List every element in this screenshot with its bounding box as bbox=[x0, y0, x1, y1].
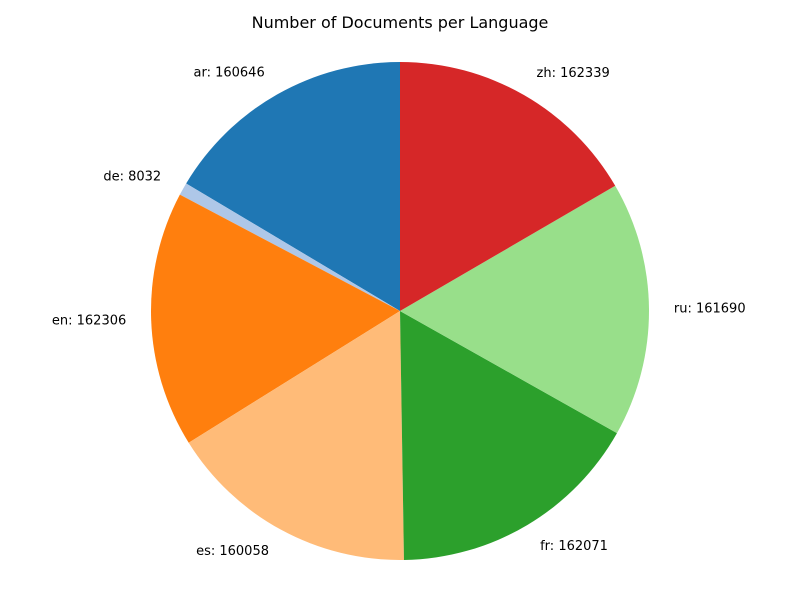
pie-slice-ar bbox=[186, 62, 400, 311]
pie-slice-de bbox=[179, 183, 400, 311]
slice-label-es: es: 160058 bbox=[196, 544, 269, 559]
pie-slice-en bbox=[151, 194, 400, 443]
pie-slice-zh bbox=[400, 62, 616, 311]
slice-label-fr: fr: 162071 bbox=[540, 539, 608, 554]
pie-slice-fr bbox=[400, 311, 617, 560]
slice-label-ar: ar: 160646 bbox=[194, 65, 265, 80]
pie-slices bbox=[151, 62, 650, 561]
chart-title: Number of Documents per Language bbox=[252, 13, 549, 32]
slice-label-en: en: 162306 bbox=[52, 313, 126, 328]
pie-labels: ar: 160646 de: 8032 en: 162306 es: 160058 fr… bbox=[52, 65, 746, 559]
pie-slice-ru bbox=[400, 185, 650, 434]
pie-slice-es bbox=[188, 311, 404, 561]
slice-label-de: de: 8032 bbox=[103, 169, 161, 184]
slice-label-ru: ru: 161690 bbox=[674, 302, 746, 317]
slice-label-zh: zh: 162339 bbox=[537, 66, 610, 81]
